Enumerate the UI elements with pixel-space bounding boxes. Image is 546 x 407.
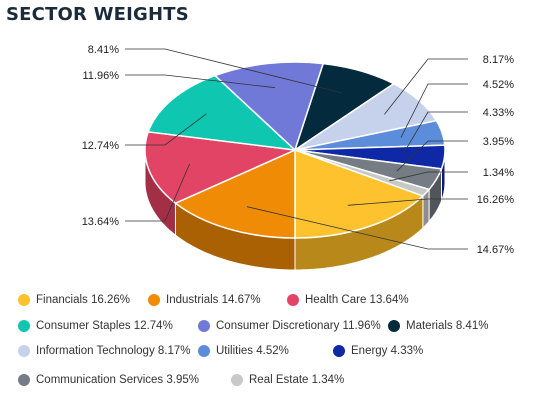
data-label-consumer-discretionary: 11.96% — [83, 70, 120, 82]
data-label-health-care: 13.64% — [82, 216, 120, 228]
leader-line-energy — [402, 111, 468, 156]
leader-line-communication-services — [396, 140, 468, 172]
leader-line-utilities — [400, 83, 468, 138]
leader-line-health-care — [125, 163, 190, 222]
data-label-financials: 16.26% — [477, 194, 515, 206]
slice-financials[interactable] — [294, 148, 425, 239]
pie-tops — [144, 61, 446, 239]
data-label-materials: 8.41% — [88, 44, 119, 56]
chart-title: SECTOR WEIGHTS — [6, 4, 189, 25]
data-label-information-technology: 8.17% — [483, 54, 514, 66]
pie-labels: 16.26% 14.67% 13.64% 12.74% 11.96% 8.41% 8.17%… — [82, 44, 515, 256]
slice-real-estate[interactable] — [294, 149, 431, 197]
leader-line-materials — [125, 48, 343, 94]
slice-consumer-staples[interactable] — [147, 74, 298, 152]
data-label-utilities: 4.52% — [483, 79, 514, 91]
leader-line-financials — [347, 198, 468, 206]
leader-line-industrials — [246, 206, 468, 250]
data-label-real-estate: 1.34% — [483, 167, 514, 179]
data-label-energy: 4.33% — [483, 107, 514, 119]
leader-line-consumer-staples — [125, 113, 207, 146]
slice-industrials[interactable] — [174, 148, 296, 239]
leader-line-information-technology — [384, 58, 468, 115]
leader-line-consumer-discretionary — [125, 74, 276, 89]
slice-health-care[interactable] — [144, 130, 298, 205]
data-label-consumer-staples: 12.74% — [82, 140, 120, 152]
data-label-communication-services: 3.95% — [483, 136, 514, 148]
data-label-industrials: 14.67% — [477, 244, 515, 256]
leader-line-real-estate — [389, 171, 468, 182]
